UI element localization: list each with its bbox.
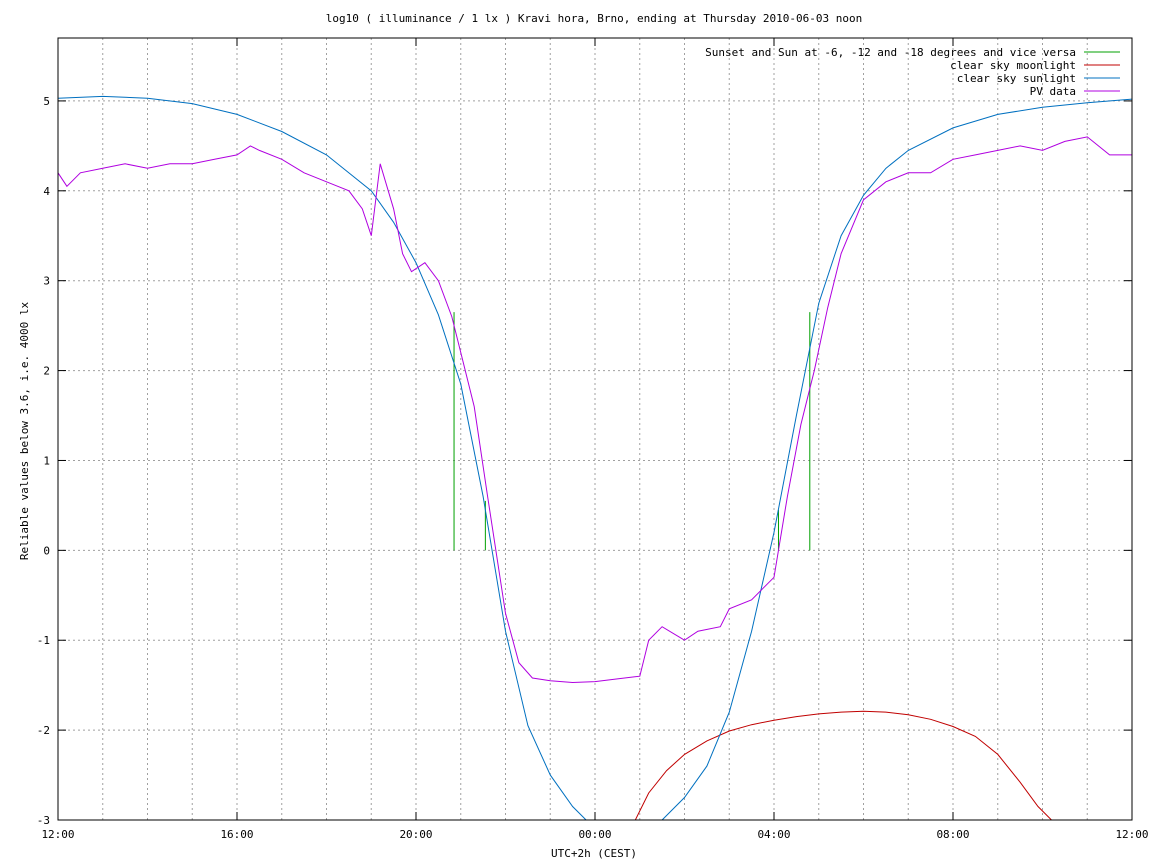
x-axis-label: UTC+2h (CEST)	[551, 847, 637, 860]
legend-label: clear sky moonlight	[950, 59, 1076, 72]
y-tick-label: -1	[37, 634, 50, 647]
x-tick-label: 20:00	[399, 828, 432, 841]
legend-label: Sunset and Sun at -6, -12 and -18 degree…	[705, 46, 1076, 59]
plot-frame	[57, 37, 1133, 821]
y-tick-label: 5	[43, 95, 50, 108]
y-tick-label: -2	[37, 724, 50, 737]
x-tick-label: 12:00	[1115, 828, 1148, 841]
x-tick-label: 16:00	[220, 828, 253, 841]
legend-label: clear sky sunlight	[957, 72, 1076, 85]
data-series	[58, 95, 1132, 820]
y-tick-label: 4	[43, 185, 50, 198]
series-line-1	[634, 710, 1052, 820]
y-tick-label: -3	[37, 814, 50, 827]
x-tick-label: 00:00	[578, 828, 611, 841]
x-tick-label: 08:00	[936, 828, 969, 841]
chart-title: log10 ( illuminance / 1 lx ) Kravi hora,…	[326, 12, 862, 25]
series-line-2	[58, 95, 1132, 820]
y-tick-label: 0	[43, 544, 50, 557]
x-tick-label: 12:00	[41, 828, 74, 841]
y-tick-label: 3	[43, 275, 50, 288]
series-group	[58, 95, 1132, 820]
x-tick-label: 04:00	[757, 828, 790, 841]
y-tick-label: 2	[43, 365, 50, 378]
axis-ticks: -3 -2 -1 0 1 2 3 4 5 12:00 16:00 20:00 00:00 04:00 08:…	[37, 38, 1149, 841]
legend: Sunset and Sun at -6, -12 and -18 degree…	[705, 46, 1120, 98]
series-line-3	[58, 136, 1132, 684]
legend-label: PV data	[1030, 85, 1076, 98]
y-axis-label: Reliable values below 3.6, i.e. 4000 lx	[18, 301, 31, 560]
y-tick-label: 1	[43, 454, 50, 467]
